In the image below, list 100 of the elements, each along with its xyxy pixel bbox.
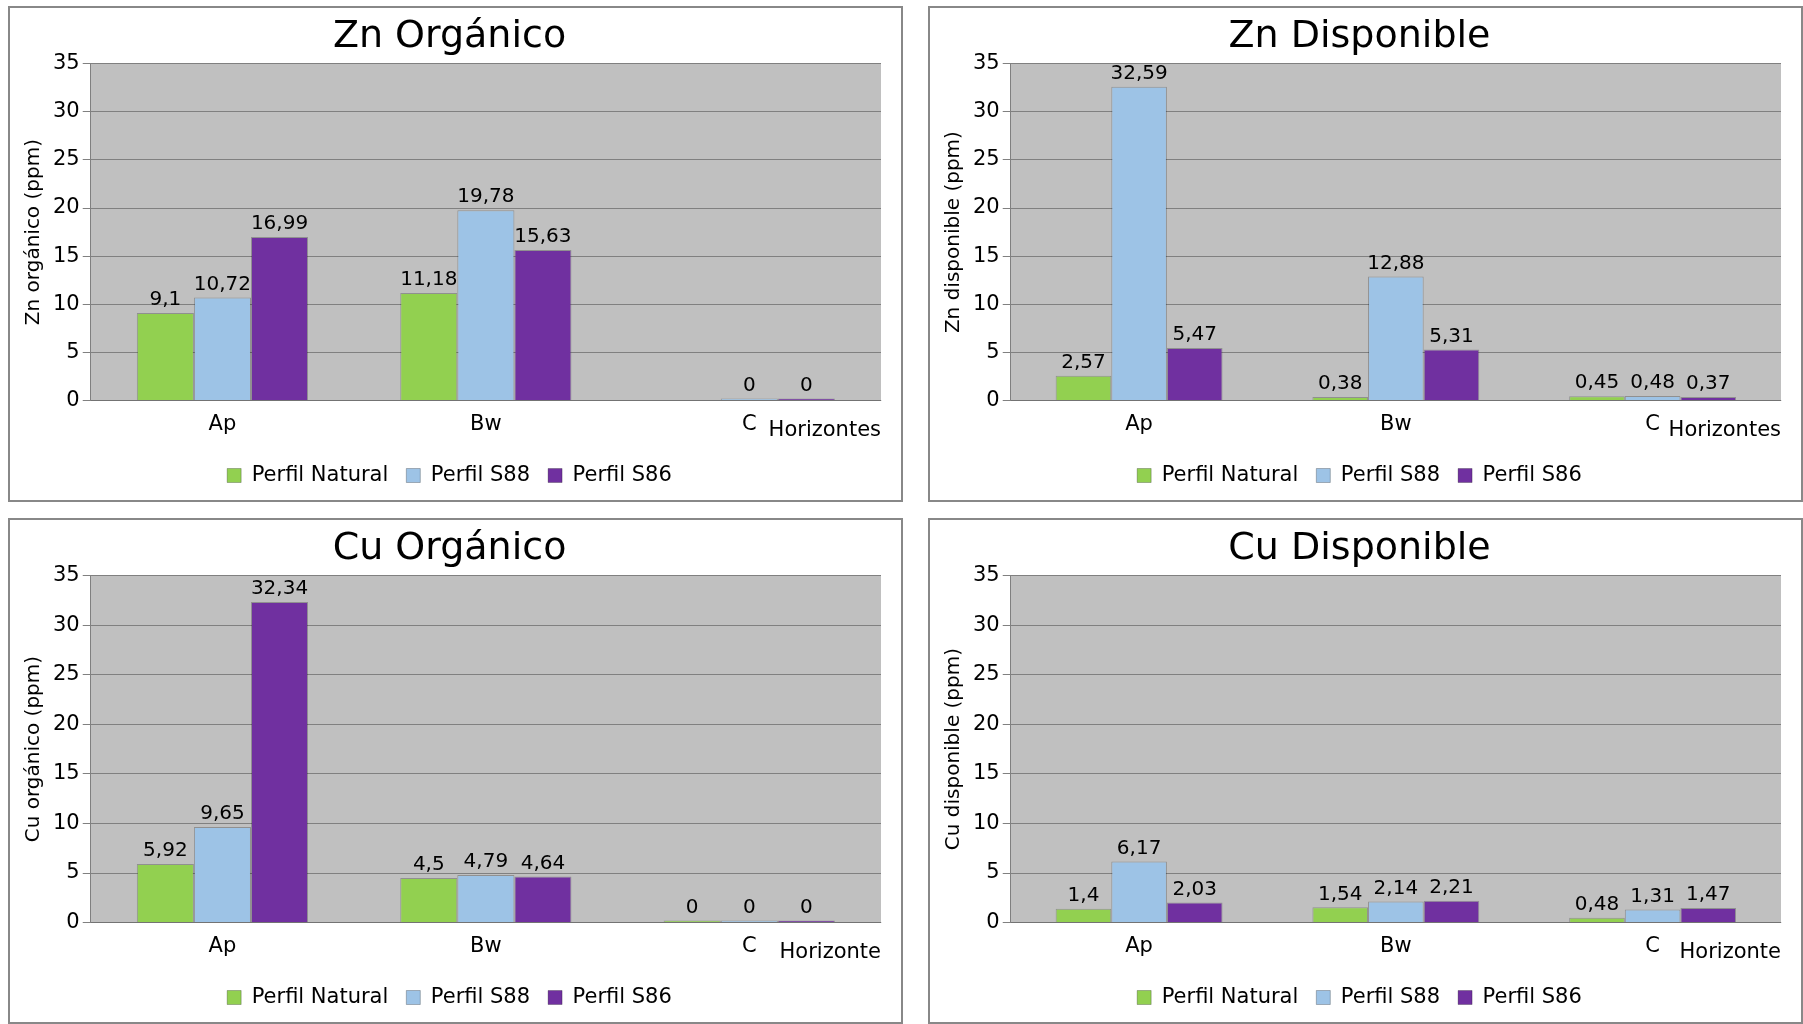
data-label: 32,59 xyxy=(1110,60,1168,85)
x-tick-label: C xyxy=(1645,410,1660,435)
y-tick-label: 10 xyxy=(52,809,80,834)
data-label: 9,1 xyxy=(149,286,182,311)
y-tick-label: 10 xyxy=(52,290,80,315)
y-tick-label: 30 xyxy=(972,611,1000,636)
data-label: 1,47 xyxy=(1685,881,1731,906)
data-label: 0,45 xyxy=(1574,369,1620,394)
y-tick-label: 15 xyxy=(972,242,1000,267)
data-label: 2,03 xyxy=(1172,875,1217,900)
x-axis-title: Horizontes xyxy=(768,416,881,441)
y-axis-title: Cu disponible (ppm) xyxy=(940,647,965,851)
data-label: 10,72 xyxy=(193,270,252,295)
data-label: 1,54 xyxy=(1317,880,1363,905)
data-label: 4,64 xyxy=(520,849,566,874)
data-label: 5,47 xyxy=(1172,321,1217,346)
x-axis-title: Horizontes xyxy=(1668,416,1781,441)
data-label: 2,21 xyxy=(1429,873,1474,898)
legend-label: Perfil S86 xyxy=(572,461,672,486)
data-label: 0 xyxy=(800,371,813,396)
data-label: 0 xyxy=(742,893,756,918)
x-tick-label: Ap xyxy=(208,410,237,435)
y-tick-label: 35 xyxy=(972,50,1000,75)
legend-label: Perfil S88 xyxy=(430,983,531,1008)
legend-label: Perfil Natural xyxy=(1161,461,1299,486)
x-tick-label: Ap xyxy=(208,932,237,957)
data-label: 12,88 xyxy=(1367,249,1425,274)
data-label: 2,14 xyxy=(1373,874,1419,899)
data-label: 9,65 xyxy=(200,800,245,825)
data-label: 1,4 xyxy=(1067,881,1100,906)
x-tick-label: Bw xyxy=(470,410,502,435)
y-tick-label: 20 xyxy=(972,710,1000,735)
data-label: 1,31 xyxy=(1630,882,1675,907)
data-label: 5,31 xyxy=(1429,322,1474,347)
x-tick-label: Bw xyxy=(470,932,502,957)
data-label: 4,5 xyxy=(412,851,445,876)
y-tick-label: 0 xyxy=(66,909,80,934)
data-label: 6,17 xyxy=(1116,834,1162,859)
x-axis-title: Horizonte xyxy=(1679,938,1781,963)
y-tick-label: 35 xyxy=(52,562,80,587)
y-tick-label: 20 xyxy=(52,710,80,735)
data-label: 0,48 xyxy=(1574,891,1620,916)
y-axis-title: Zn disponible (ppm) xyxy=(940,131,965,334)
chart-title: Cu Disponible xyxy=(1228,523,1491,568)
x-tick-label: Ap xyxy=(1125,932,1153,957)
legend-label: Perfil Natural xyxy=(251,983,389,1008)
y-tick-label: 30 xyxy=(52,98,80,123)
y-tick-label: 20 xyxy=(972,194,1000,219)
data-label: 2,57 xyxy=(1061,349,1106,374)
y-axis-title: Cu orgánico (ppm) xyxy=(20,655,45,843)
x-tick-label: C xyxy=(741,932,757,957)
data-label: 0,48 xyxy=(1630,369,1675,394)
y-tick-label: 0 xyxy=(986,909,1000,934)
data-label: 4,79 xyxy=(463,848,509,873)
y-tick-label: 15 xyxy=(972,760,1000,785)
legend-label: Perfil S88 xyxy=(1340,461,1441,486)
y-tick-label: 5 xyxy=(66,859,80,884)
y-tick-label: 35 xyxy=(52,50,80,75)
legend-label: Perfil Natural xyxy=(251,461,389,486)
y-tick-label: 10 xyxy=(972,290,1000,315)
y-tick-label: 25 xyxy=(972,661,1000,686)
chart-title: Cu Orgánico xyxy=(332,523,567,568)
y-tick-label: 35 xyxy=(972,562,1000,587)
y-axis-title: Zn orgánico (ppm) xyxy=(20,139,45,326)
data-label: 5,92 xyxy=(143,837,188,862)
x-tick-label: Bw xyxy=(1380,410,1412,435)
legend-label: Perfil S86 xyxy=(572,983,672,1008)
chart-title: Zn Orgánico xyxy=(332,11,567,56)
y-tick-label: 25 xyxy=(52,661,80,686)
data-label: 11,18 xyxy=(400,266,458,291)
y-tick-label: 10 xyxy=(972,809,1000,834)
y-tick-label: 30 xyxy=(972,98,1000,123)
y-tick-label: 25 xyxy=(972,146,1000,171)
data-label: 32,34 xyxy=(250,575,309,600)
x-tick-label: C xyxy=(1645,932,1660,957)
y-tick-label: 5 xyxy=(66,338,80,363)
legend-label: Perfil S86 xyxy=(1482,461,1582,486)
x-tick-label: C xyxy=(741,410,757,435)
y-tick-label: 5 xyxy=(986,338,1000,363)
legend-label: Perfil S88 xyxy=(430,461,531,486)
legend-label: Perfil Natural xyxy=(1161,983,1299,1008)
legend-label: Perfil S86 xyxy=(1482,983,1582,1008)
data-label: 0 xyxy=(800,893,813,918)
y-tick-label: 20 xyxy=(52,194,80,219)
y-tick-label: 0 xyxy=(66,387,80,412)
x-tick-label: Ap xyxy=(1125,410,1153,435)
x-axis-title: Horizonte xyxy=(779,938,881,963)
y-tick-label: 5 xyxy=(986,859,1000,884)
data-label: 0,38 xyxy=(1317,370,1363,395)
data-label: 0,37 xyxy=(1685,370,1731,395)
x-tick-label: Bw xyxy=(1380,932,1412,957)
y-tick-label: 25 xyxy=(52,146,80,171)
y-tick-label: 0 xyxy=(986,387,1000,412)
legend-label: Perfil S88 xyxy=(1340,983,1441,1008)
data-label: 0 xyxy=(742,371,756,396)
data-label: 15,63 xyxy=(514,223,572,248)
y-tick-label: 15 xyxy=(52,760,80,785)
y-tick-label: 15 xyxy=(52,242,80,267)
data-label: 0 xyxy=(685,893,699,918)
data-label: 19,78 xyxy=(457,183,515,208)
